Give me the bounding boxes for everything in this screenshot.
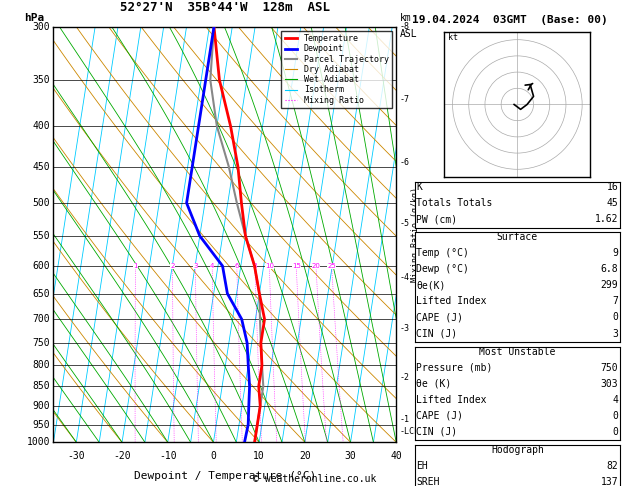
Text: -4: -4 (399, 273, 409, 282)
Text: Surface: Surface (497, 232, 538, 243)
Text: Lifted Index: Lifted Index (416, 395, 487, 405)
Text: 3: 3 (193, 263, 198, 269)
Text: -30: -30 (67, 451, 85, 461)
Text: -LCL: -LCL (399, 427, 420, 436)
Text: 303: 303 (601, 379, 618, 389)
Text: 750: 750 (33, 338, 50, 348)
Text: 500: 500 (33, 198, 50, 208)
Text: kt: kt (448, 33, 458, 42)
Text: Pressure (mb): Pressure (mb) (416, 363, 493, 373)
Text: -2: -2 (399, 373, 409, 382)
Text: 10: 10 (265, 263, 274, 269)
Text: SREH: SREH (416, 477, 440, 486)
Text: 6: 6 (235, 263, 239, 269)
Text: 800: 800 (33, 360, 50, 370)
Text: 1: 1 (133, 263, 138, 269)
Text: 7: 7 (613, 296, 618, 307)
Text: 600: 600 (33, 261, 50, 271)
Text: 4: 4 (210, 263, 214, 269)
Text: 950: 950 (33, 419, 50, 430)
Text: Totals Totals: Totals Totals (416, 198, 493, 208)
Text: Hodograph: Hodograph (491, 445, 544, 455)
Text: 52°27'N  35B°44'W  128m  ASL: 52°27'N 35B°44'W 128m ASL (120, 1, 330, 14)
Text: 137: 137 (601, 477, 618, 486)
Text: CAPE (J): CAPE (J) (416, 312, 464, 323)
Text: -5: -5 (399, 219, 409, 227)
Text: 450: 450 (33, 162, 50, 172)
Text: EH: EH (416, 461, 428, 471)
Text: PW (cm): PW (cm) (416, 214, 457, 225)
Text: km: km (399, 13, 411, 22)
Text: 750: 750 (601, 363, 618, 373)
Text: 0: 0 (613, 312, 618, 323)
Text: 2: 2 (170, 263, 175, 269)
Text: 850: 850 (33, 381, 50, 391)
Text: 700: 700 (33, 314, 50, 324)
Text: Most Unstable: Most Unstable (479, 347, 555, 357)
Text: CIN (J): CIN (J) (416, 329, 457, 339)
Text: Dewpoint / Temperature (°C): Dewpoint / Temperature (°C) (134, 471, 316, 481)
Text: 4: 4 (613, 395, 618, 405)
Text: CIN (J): CIN (J) (416, 427, 457, 437)
Text: Temp (°C): Temp (°C) (416, 248, 469, 259)
Text: 1000: 1000 (26, 437, 50, 447)
Text: 0: 0 (211, 451, 216, 461)
Text: 25: 25 (327, 263, 336, 269)
Text: -20: -20 (113, 451, 131, 461)
Text: 45: 45 (606, 198, 618, 208)
Text: 9: 9 (613, 248, 618, 259)
Text: 30: 30 (345, 451, 357, 461)
Text: K: K (416, 182, 422, 192)
Text: 400: 400 (33, 121, 50, 131)
Text: -8: -8 (399, 22, 409, 31)
Text: hPa: hPa (25, 13, 45, 22)
Text: © weatheronline.co.uk: © weatheronline.co.uk (253, 473, 376, 484)
Text: 0: 0 (613, 427, 618, 437)
Text: -10: -10 (159, 451, 177, 461)
Text: -6: -6 (399, 158, 409, 167)
Legend: Temperature, Dewpoint, Parcel Trajectory, Dry Adiabat, Wet Adiabat, Isotherm, Mi: Temperature, Dewpoint, Parcel Trajectory… (281, 31, 392, 108)
Text: CAPE (J): CAPE (J) (416, 411, 464, 421)
Text: 10: 10 (253, 451, 265, 461)
Text: 900: 900 (33, 401, 50, 411)
Text: 1.62: 1.62 (595, 214, 618, 225)
Text: Lifted Index: Lifted Index (416, 296, 487, 307)
Text: 350: 350 (33, 75, 50, 85)
Text: 16: 16 (606, 182, 618, 192)
Text: Mixing Ratio (g/kg): Mixing Ratio (g/kg) (411, 187, 420, 282)
Text: 20: 20 (311, 263, 320, 269)
Text: 6.8: 6.8 (601, 264, 618, 275)
Text: -7: -7 (399, 95, 409, 104)
Text: 20: 20 (299, 451, 311, 461)
Text: 3: 3 (613, 329, 618, 339)
Text: 650: 650 (33, 289, 50, 298)
Text: 40: 40 (391, 451, 402, 461)
Text: θe (K): θe (K) (416, 379, 452, 389)
Text: 8: 8 (253, 263, 257, 269)
Text: ASL: ASL (399, 29, 417, 39)
Text: -3: -3 (399, 324, 409, 333)
Text: 550: 550 (33, 231, 50, 241)
Text: 82: 82 (606, 461, 618, 471)
Text: 300: 300 (33, 22, 50, 32)
Text: Dewp (°C): Dewp (°C) (416, 264, 469, 275)
Text: 15: 15 (292, 263, 301, 269)
Text: 299: 299 (601, 280, 618, 291)
Text: 0: 0 (613, 411, 618, 421)
Text: 19.04.2024  03GMT  (Base: 00): 19.04.2024 03GMT (Base: 00) (412, 15, 608, 25)
Text: -1: -1 (399, 415, 409, 424)
Text: θe(K): θe(K) (416, 280, 446, 291)
